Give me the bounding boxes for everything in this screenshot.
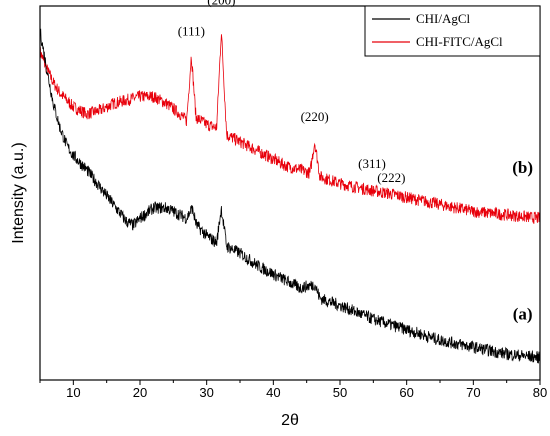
- curve-tag-a: (a): [513, 304, 533, 323]
- peak-label: (220): [301, 109, 329, 124]
- x-tick-label: 30: [199, 385, 213, 400]
- legend-label: CHI/AgCl: [416, 11, 471, 26]
- plot-frame: [39, 5, 541, 381]
- x-tick-label: 50: [333, 385, 347, 400]
- x-tick-label: 80: [533, 385, 547, 400]
- x-tick-label: 10: [66, 385, 80, 400]
- y-axis-label: Intensity (a.u.): [10, 142, 27, 243]
- peak-label: (222): [377, 170, 405, 185]
- legend-label: CHI-FITC/AgCl: [416, 34, 503, 49]
- series-line-chi-agcl: [40, 28, 540, 364]
- curve-tag-b: (b): [512, 158, 533, 177]
- series-line-chi-fitc-agcl: [40, 34, 540, 224]
- x-tick-label: 60: [399, 385, 413, 400]
- legend: CHI/AgCl CHI-FITC/AgCl: [364, 5, 541, 57]
- x-tick-label: 40: [266, 385, 280, 400]
- x-tick-label: 20: [133, 385, 147, 400]
- legend-box: [364, 5, 541, 57]
- peak-label: (200): [207, 0, 235, 7]
- peak-label: (111): [178, 24, 205, 39]
- peak-label: (311): [358, 156, 386, 171]
- x-axis-label: 2θ: [281, 412, 299, 429]
- x-tick-label: 70: [466, 385, 480, 400]
